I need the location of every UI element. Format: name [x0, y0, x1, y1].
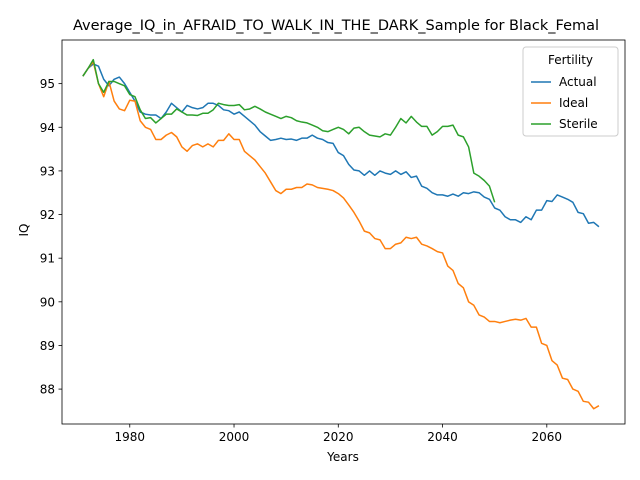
series-line-sterile [83, 60, 495, 203]
legend-label-sterile: Sterile [559, 117, 598, 131]
legend-label-actual: Actual [559, 75, 597, 89]
x-tick-label: 2020 [323, 430, 354, 444]
x-axis-label: Years [326, 450, 359, 464]
y-axis-label: IQ [17, 224, 31, 237]
x-tick-label: 1980 [114, 430, 145, 444]
y-tick-label: 89 [40, 339, 55, 353]
y-tick-label: 90 [40, 295, 55, 309]
y-tick-label: 94 [40, 121, 55, 135]
chart-title: Average_IQ_in_AFRAID_TO_WALK_IN_THE_DARK… [73, 18, 599, 34]
x-axis: 1980 2000 2020 2040 2060 [114, 424, 562, 444]
y-tick-label: 92 [40, 208, 55, 222]
y-axis: 88 89 90 91 92 93 94 95 [40, 77, 62, 396]
y-tick-label: 91 [40, 252, 55, 266]
y-tick-label: 95 [40, 77, 55, 91]
y-tick-label: 93 [40, 164, 55, 178]
series-line-actual [83, 64, 599, 227]
x-tick-label: 2040 [427, 430, 458, 444]
legend-title: Fertility [548, 53, 593, 67]
x-tick-label: 2000 [219, 430, 250, 444]
legend-label-ideal: Ideal [559, 96, 588, 110]
legend: Fertility Actual Ideal Sterile [523, 47, 618, 136]
series-line-ideal [83, 62, 599, 409]
x-tick-label: 2060 [532, 430, 563, 444]
y-tick-label: 88 [40, 383, 55, 397]
